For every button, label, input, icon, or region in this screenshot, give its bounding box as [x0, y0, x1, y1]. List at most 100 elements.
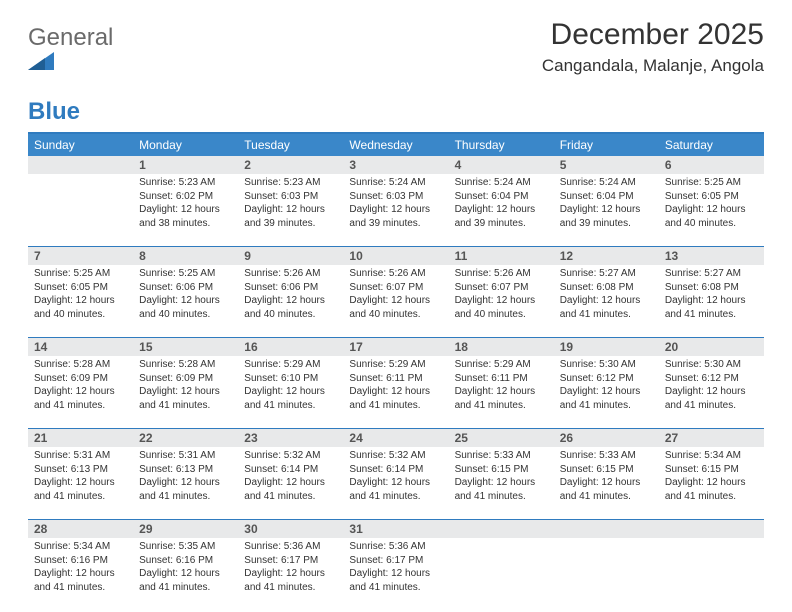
daynum-row: 28293031: [28, 520, 764, 538]
day-cell: Sunrise: 5:35 AMSunset: 6:16 PMDaylight:…: [133, 538, 238, 610]
sunset-text: Sunset: 6:14 PM: [244, 463, 337, 477]
sunrise-text: Sunrise: 5:31 AM: [139, 449, 232, 463]
day-cell: Sunrise: 5:27 AMSunset: 6:08 PMDaylight:…: [554, 265, 659, 337]
day-details: Sunrise: 5:25 AMSunset: 6:06 PMDaylight:…: [139, 265, 232, 321]
sunset-text: Sunset: 6:17 PM: [244, 554, 337, 568]
daylight-text: Daylight: 12 hours and 39 minutes.: [244, 203, 337, 230]
sunset-text: Sunset: 6:15 PM: [560, 463, 653, 477]
week-row: Sunrise: 5:25 AMSunset: 6:05 PMDaylight:…: [28, 265, 764, 338]
sunset-text: Sunset: 6:02 PM: [139, 190, 232, 204]
sunrise-text: Sunrise: 5:33 AM: [455, 449, 548, 463]
dow-saturday: Saturday: [659, 134, 764, 156]
sunset-text: Sunset: 6:04 PM: [455, 190, 548, 204]
day-cell: Sunrise: 5:34 AMSunset: 6:15 PMDaylight:…: [659, 447, 764, 519]
sunrise-text: Sunrise: 5:32 AM: [244, 449, 337, 463]
daylight-text: Daylight: 12 hours and 41 minutes.: [349, 476, 442, 503]
day-number: 24: [343, 429, 448, 447]
week-row: Sunrise: 5:28 AMSunset: 6:09 PMDaylight:…: [28, 356, 764, 429]
day-cell: Sunrise: 5:26 AMSunset: 6:07 PMDaylight:…: [449, 265, 554, 337]
calendar-page: General Blue December 2025 Cangandala, M…: [0, 0, 792, 610]
day-cell: Sunrise: 5:26 AMSunset: 6:07 PMDaylight:…: [343, 265, 448, 337]
day-number: 10: [343, 247, 448, 265]
day-details: Sunrise: 5:29 AMSunset: 6:11 PMDaylight:…: [349, 356, 442, 412]
sunset-text: Sunset: 6:03 PM: [349, 190, 442, 204]
daylight-text: Daylight: 12 hours and 41 minutes.: [560, 294, 653, 321]
sunset-text: Sunset: 6:13 PM: [139, 463, 232, 477]
sunrise-text: Sunrise: 5:35 AM: [139, 540, 232, 554]
day-number: 9: [238, 247, 343, 265]
sunset-text: Sunset: 6:06 PM: [139, 281, 232, 295]
daylight-text: Daylight: 12 hours and 40 minutes.: [665, 203, 758, 230]
day-cell: Sunrise: 5:30 AMSunset: 6:12 PMDaylight:…: [554, 356, 659, 428]
day-cell: Sunrise: 5:25 AMSunset: 6:05 PMDaylight:…: [28, 265, 133, 337]
sunrise-text: Sunrise: 5:24 AM: [349, 176, 442, 190]
daylight-text: Daylight: 12 hours and 41 minutes.: [455, 385, 548, 412]
day-cell: Sunrise: 5:31 AMSunset: 6:13 PMDaylight:…: [28, 447, 133, 519]
daylight-text: Daylight: 12 hours and 41 minutes.: [244, 385, 337, 412]
day-cell: Sunrise: 5:32 AMSunset: 6:14 PMDaylight:…: [238, 447, 343, 519]
title-block: December 2025 Cangandala, Malanje, Angol…: [542, 18, 764, 76]
day-number: 7: [28, 247, 133, 265]
sunrise-text: Sunrise: 5:31 AM: [34, 449, 127, 463]
daylight-text: Daylight: 12 hours and 40 minutes.: [139, 294, 232, 321]
day-number: 3: [343, 156, 448, 174]
sunrise-text: Sunrise: 5:27 AM: [665, 267, 758, 281]
day-cell: [449, 538, 554, 610]
sunset-text: Sunset: 6:07 PM: [349, 281, 442, 295]
day-details: Sunrise: 5:32 AMSunset: 6:14 PMDaylight:…: [244, 447, 337, 503]
daylight-text: Daylight: 12 hours and 41 minutes.: [34, 476, 127, 503]
day-details: Sunrise: 5:33 AMSunset: 6:15 PMDaylight:…: [455, 447, 548, 503]
day-details: Sunrise: 5:24 AMSunset: 6:04 PMDaylight:…: [560, 174, 653, 230]
sunrise-text: Sunrise: 5:34 AM: [665, 449, 758, 463]
sunrise-text: Sunrise: 5:25 AM: [139, 267, 232, 281]
day-number: 5: [554, 156, 659, 174]
day-details: Sunrise: 5:23 AMSunset: 6:03 PMDaylight:…: [244, 174, 337, 230]
day-details: Sunrise: 5:29 AMSunset: 6:10 PMDaylight:…: [244, 356, 337, 412]
daylight-text: Daylight: 12 hours and 41 minutes.: [244, 476, 337, 503]
daylight-text: Daylight: 12 hours and 41 minutes.: [665, 476, 758, 503]
day-cell: [28, 174, 133, 246]
week-row: Sunrise: 5:34 AMSunset: 6:16 PMDaylight:…: [28, 538, 764, 610]
day-number: 8: [133, 247, 238, 265]
sunrise-text: Sunrise: 5:25 AM: [665, 176, 758, 190]
brand-text: General Blue: [28, 24, 113, 126]
day-number: 15: [133, 338, 238, 356]
sunrise-text: Sunrise: 5:36 AM: [244, 540, 337, 554]
day-details: Sunrise: 5:36 AMSunset: 6:17 PMDaylight:…: [349, 538, 442, 594]
day-number: 13: [659, 247, 764, 265]
sunset-text: Sunset: 6:11 PM: [455, 372, 548, 386]
day-details: Sunrise: 5:27 AMSunset: 6:08 PMDaylight:…: [665, 265, 758, 321]
day-number: 6: [659, 156, 764, 174]
day-number: 28: [28, 520, 133, 538]
day-number: 20: [659, 338, 764, 356]
sunrise-text: Sunrise: 5:26 AM: [349, 267, 442, 281]
day-cell: Sunrise: 5:23 AMSunset: 6:02 PMDaylight:…: [133, 174, 238, 246]
day-details: Sunrise: 5:31 AMSunset: 6:13 PMDaylight:…: [139, 447, 232, 503]
day-number: 25: [449, 429, 554, 447]
day-details: Sunrise: 5:25 AMSunset: 6:05 PMDaylight:…: [665, 174, 758, 230]
sunrise-text: Sunrise: 5:36 AM: [349, 540, 442, 554]
daylight-text: Daylight: 12 hours and 39 minutes.: [560, 203, 653, 230]
day-number: 27: [659, 429, 764, 447]
day-details: Sunrise: 5:28 AMSunset: 6:09 PMDaylight:…: [139, 356, 232, 412]
sunset-text: Sunset: 6:03 PM: [244, 190, 337, 204]
day-details: Sunrise: 5:29 AMSunset: 6:11 PMDaylight:…: [455, 356, 548, 412]
sunset-text: Sunset: 6:04 PM: [560, 190, 653, 204]
dow-tuesday: Tuesday: [238, 134, 343, 156]
sunset-text: Sunset: 6:14 PM: [349, 463, 442, 477]
day-number: 26: [554, 429, 659, 447]
daynum-row: 123456: [28, 156, 764, 174]
day-cell: Sunrise: 5:31 AMSunset: 6:13 PMDaylight:…: [133, 447, 238, 519]
dow-friday: Friday: [554, 134, 659, 156]
sunset-text: Sunset: 6:10 PM: [244, 372, 337, 386]
location-subtitle: Cangandala, Malanje, Angola: [542, 56, 764, 76]
day-number: 31: [343, 520, 448, 538]
daynum-row: 78910111213: [28, 247, 764, 265]
sunset-text: Sunset: 6:05 PM: [665, 190, 758, 204]
day-number: 14: [28, 338, 133, 356]
sunrise-text: Sunrise: 5:28 AM: [139, 358, 232, 372]
sunrise-text: Sunrise: 5:29 AM: [455, 358, 548, 372]
daylight-text: Daylight: 12 hours and 41 minutes.: [560, 385, 653, 412]
day-details: Sunrise: 5:26 AMSunset: 6:07 PMDaylight:…: [455, 265, 548, 321]
sunset-text: Sunset: 6:16 PM: [139, 554, 232, 568]
